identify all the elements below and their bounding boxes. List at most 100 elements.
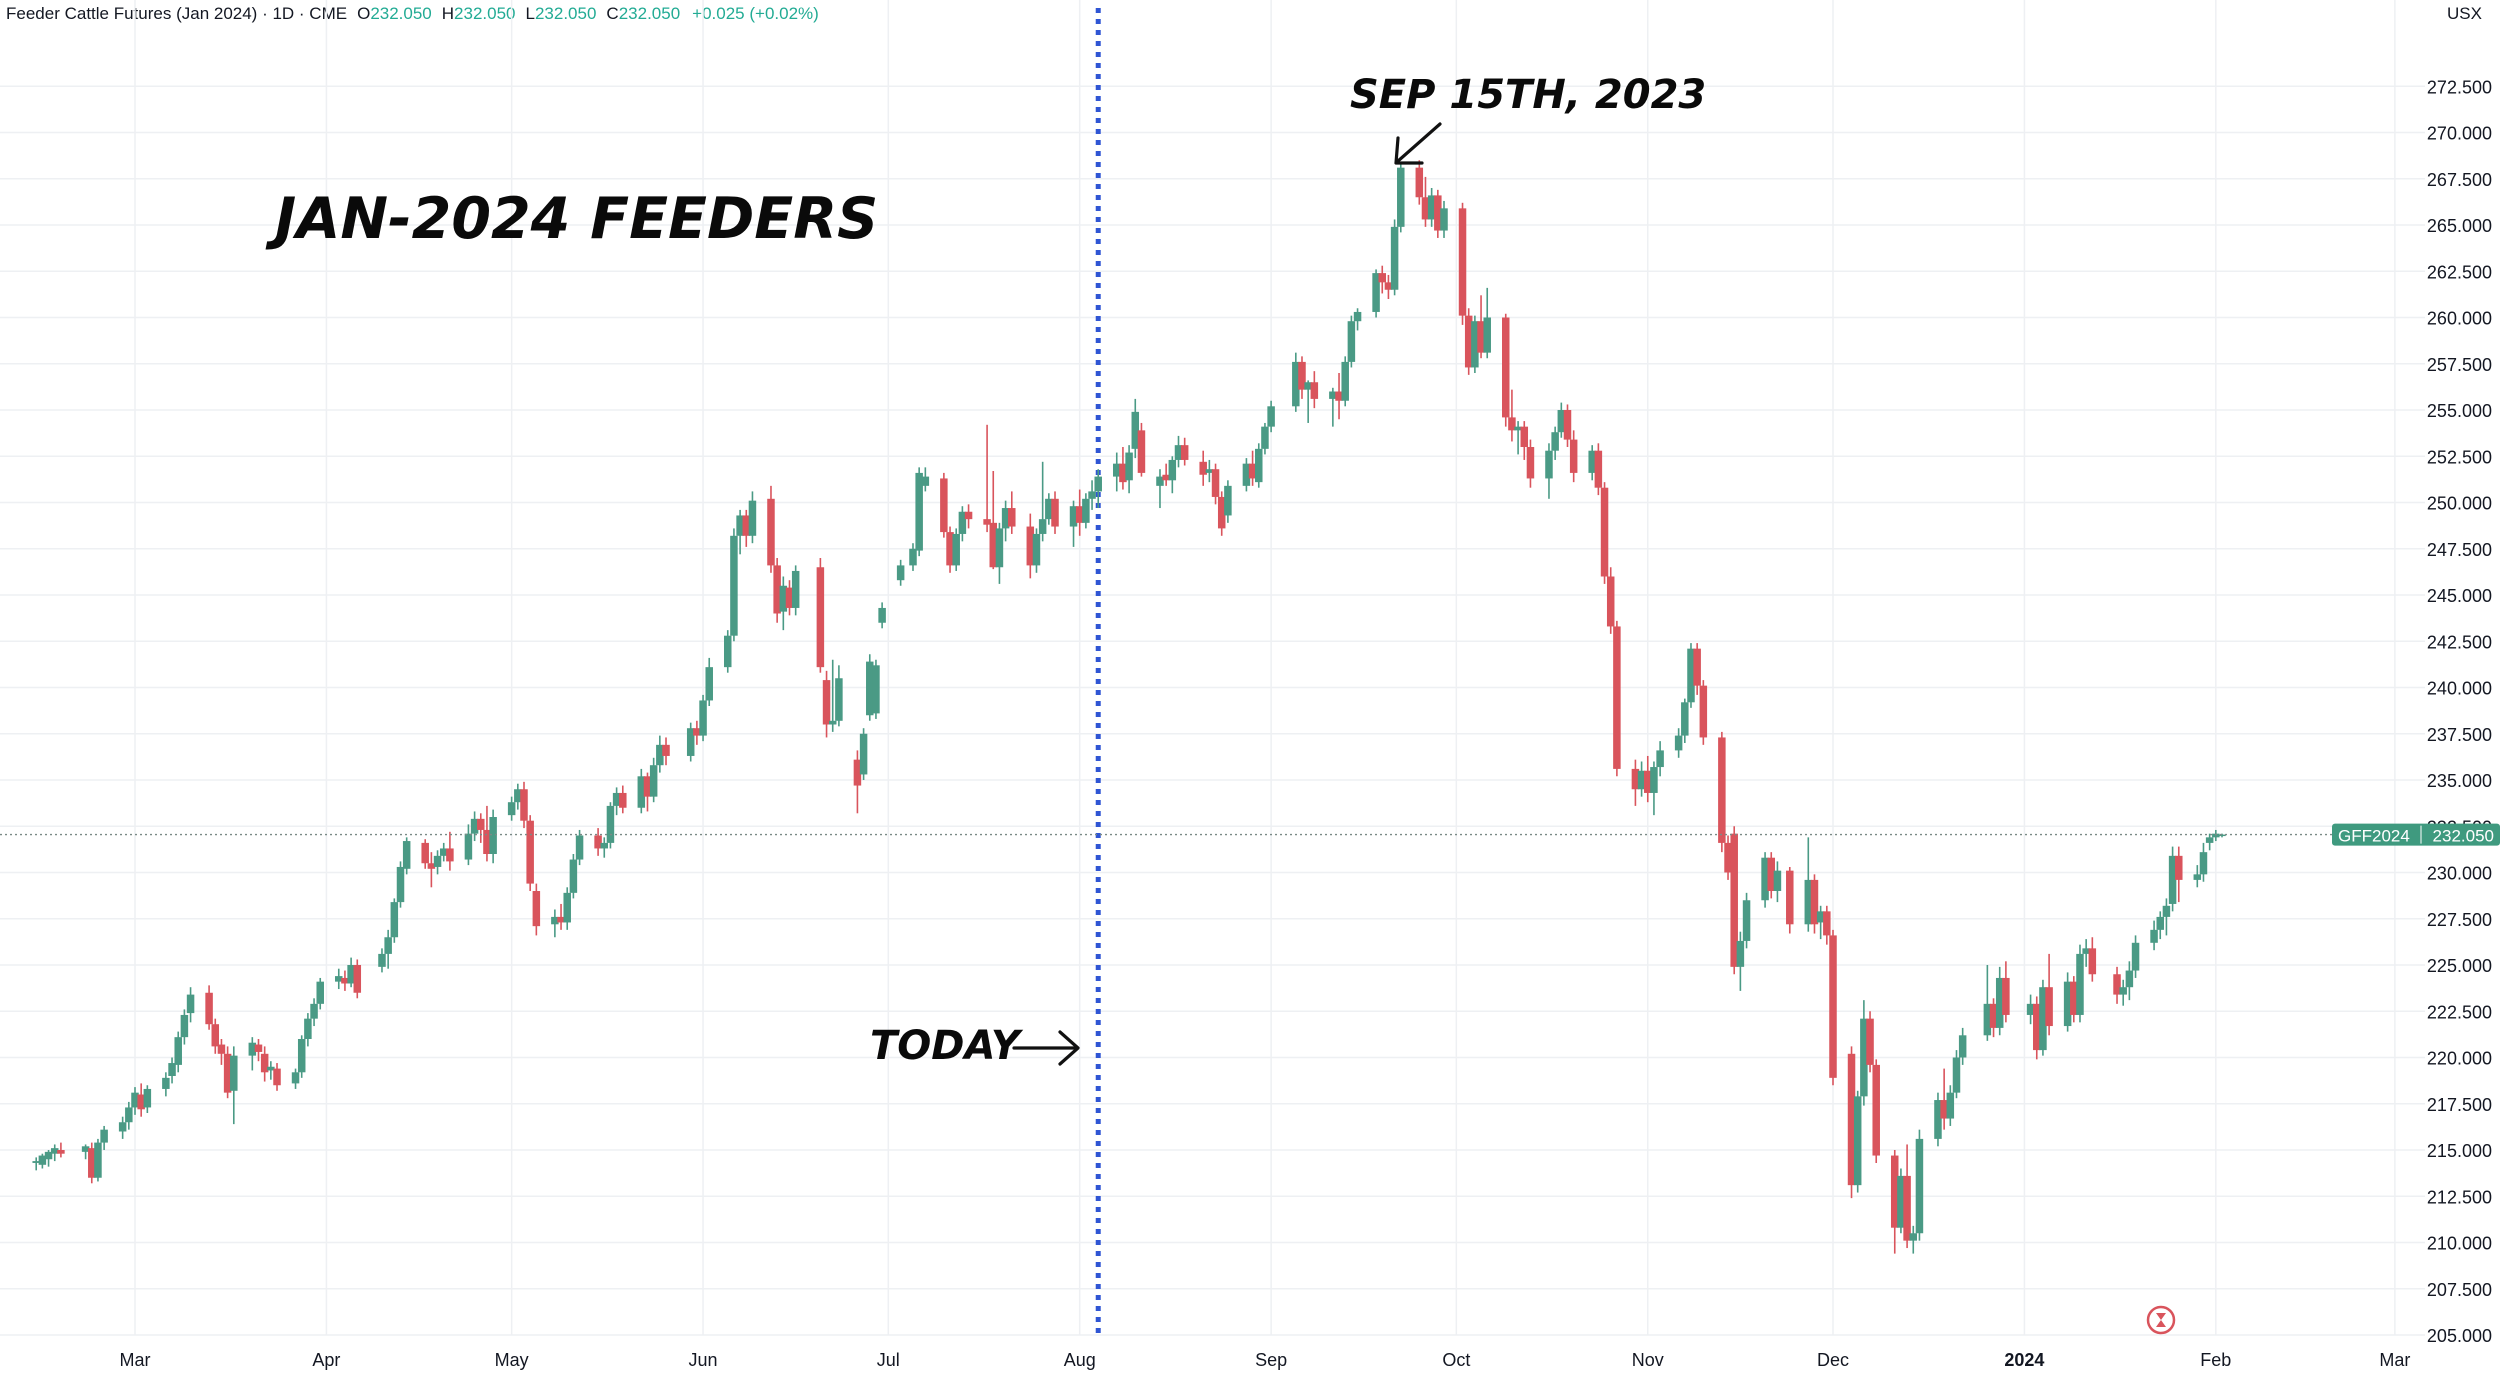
candle bbox=[1069, 500, 1078, 547]
candle bbox=[1514, 421, 1522, 455]
candle bbox=[260, 1046, 269, 1082]
candle-body bbox=[1545, 450, 1553, 479]
hourglass-icon[interactable] bbox=[2146, 1305, 2176, 1335]
currency-unit[interactable]: USX bbox=[2447, 4, 2482, 23]
candle bbox=[2162, 898, 2171, 936]
low-key: L bbox=[525, 4, 535, 23]
candle-body bbox=[699, 700, 707, 736]
candle-body bbox=[1594, 450, 1603, 488]
candle bbox=[1545, 443, 1553, 499]
candle-body bbox=[483, 829, 491, 854]
candle bbox=[1909, 1225, 1918, 1254]
candle-body bbox=[724, 635, 732, 668]
candle bbox=[1119, 447, 1127, 490]
candle-body bbox=[896, 565, 905, 581]
candle-body bbox=[1829, 935, 1837, 1078]
candle bbox=[1304, 380, 1312, 423]
candle bbox=[1353, 308, 1362, 331]
candle-body bbox=[1199, 461, 1207, 475]
candle bbox=[1816, 905, 1825, 940]
candle-body bbox=[693, 728, 701, 736]
candle bbox=[470, 811, 479, 842]
candle bbox=[1946, 1085, 1955, 1126]
candle bbox=[1372, 269, 1380, 318]
candle-body bbox=[168, 1063, 176, 1076]
candle-body bbox=[310, 1003, 318, 1019]
candle bbox=[1292, 352, 1300, 412]
candle bbox=[1440, 200, 1448, 238]
symbol-title[interactable]: Feeder Cattle Futures (Jan 2024) · 1D · … bbox=[6, 4, 348, 23]
candle bbox=[1934, 1092, 1942, 1147]
candle-body bbox=[637, 776, 646, 808]
candle-body bbox=[1051, 498, 1059, 527]
candle bbox=[859, 728, 868, 780]
y-tick-label: 272.500 bbox=[2427, 77, 2492, 97]
candle bbox=[1224, 480, 1232, 523]
candle bbox=[1983, 965, 1992, 1041]
candle bbox=[1156, 469, 1164, 509]
candle bbox=[785, 580, 794, 616]
candle-body bbox=[649, 765, 658, 797]
candle bbox=[248, 1037, 257, 1071]
candle bbox=[736, 509, 744, 555]
candle-body bbox=[730, 535, 738, 636]
candle bbox=[557, 903, 565, 930]
candle bbox=[1631, 759, 1640, 806]
candle bbox=[779, 576, 788, 631]
candle-body bbox=[2045, 987, 2053, 1027]
candles bbox=[32, 160, 2226, 1254]
candle-body bbox=[909, 548, 917, 566]
candle-body bbox=[1347, 321, 1356, 362]
candle bbox=[2113, 966, 2121, 1004]
candle-body bbox=[921, 476, 930, 486]
candle-body bbox=[396, 866, 405, 903]
y-tick-label: 255.000 bbox=[2427, 401, 2492, 421]
candle-body bbox=[600, 842, 609, 849]
candle-body bbox=[1674, 735, 1683, 751]
candle bbox=[1298, 356, 1306, 399]
candle bbox=[551, 909, 559, 938]
candle bbox=[2168, 846, 2177, 912]
candle bbox=[1508, 389, 1516, 442]
candle-body bbox=[1434, 195, 1442, 231]
candle bbox=[57, 1142, 65, 1158]
candle-body bbox=[211, 1024, 220, 1047]
candle bbox=[612, 787, 621, 816]
candle bbox=[390, 898, 399, 943]
candle-body bbox=[1983, 1003, 1992, 1036]
candle bbox=[2212, 829, 2220, 842]
y-tick-label: 220.000 bbox=[2427, 1049, 2492, 1069]
candle bbox=[1477, 295, 1485, 359]
candle bbox=[137, 1083, 145, 1117]
candle bbox=[1261, 422, 1269, 455]
candle bbox=[1001, 500, 1010, 542]
candle-body bbox=[612, 792, 621, 806]
candle-body bbox=[2175, 855, 2183, 880]
candle-body bbox=[643, 776, 652, 797]
candle bbox=[1656, 741, 1664, 777]
high-key: H bbox=[441, 4, 455, 23]
y-tick-label: 237.500 bbox=[2427, 725, 2492, 745]
candle bbox=[909, 543, 917, 571]
candle-body bbox=[50, 1148, 59, 1154]
candle-body bbox=[705, 667, 713, 701]
candle bbox=[1890, 1150, 1899, 1254]
candle-body bbox=[464, 833, 473, 860]
candle bbox=[1829, 929, 1837, 1086]
candle-body bbox=[1298, 361, 1306, 390]
candle-body bbox=[1292, 361, 1300, 407]
candle bbox=[297, 1035, 306, 1078]
candle-body bbox=[872, 665, 880, 714]
candle-body bbox=[1563, 410, 1572, 440]
candle-body bbox=[878, 607, 886, 623]
candle-body bbox=[81, 1146, 90, 1152]
candle bbox=[1681, 698, 1689, 743]
candle bbox=[1464, 308, 1473, 375]
candle bbox=[896, 559, 905, 586]
candle-body bbox=[773, 565, 781, 614]
candle-body bbox=[118, 1122, 127, 1132]
candle bbox=[1903, 1144, 1911, 1249]
candle bbox=[1329, 387, 1337, 427]
today-label: TODAY bbox=[870, 1023, 1024, 1069]
